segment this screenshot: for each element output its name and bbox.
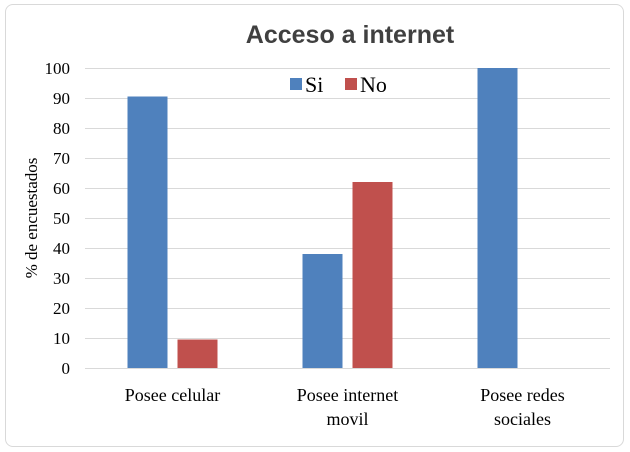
bar-si-3 [477, 68, 518, 368]
legend-label-no: No [360, 72, 387, 97]
category-label: Posee redes [480, 385, 564, 405]
y-axis-label: % de encuestados [22, 158, 41, 279]
y-tick-label: 50 [53, 209, 70, 228]
bar-si-1 [127, 96, 168, 368]
y-axis-ticks: 0 10 20 30 40 50 60 70 80 90 100 [45, 59, 71, 378]
category-labels: Posee celular Posee internet movil Posee re… [125, 385, 565, 429]
bar-si-2 [302, 254, 343, 368]
y-tick-label: 70 [53, 149, 70, 168]
y-tick-label: 90 [53, 89, 70, 108]
bar-no-1 [177, 339, 218, 368]
bar-no-2 [352, 182, 393, 368]
chart-title: Acceso a internet [246, 21, 455, 49]
legend: Si No [290, 72, 387, 97]
category-label: Posee celular [125, 385, 220, 405]
gridlines [85, 68, 610, 339]
y-tick-label: 0 [62, 359, 71, 378]
y-tick-label: 100 [45, 59, 71, 78]
y-tick-label: 20 [53, 299, 70, 318]
y-tick-label: 40 [53, 239, 70, 258]
category-label: Posee internet [297, 385, 398, 405]
y-tick-label: 30 [53, 269, 70, 288]
category-label: movil [326, 409, 368, 429]
category-label: sociales [494, 409, 551, 429]
legend-swatch-no [345, 78, 357, 90]
chart-frame [5, 4, 624, 447]
legend-swatch-si [290, 78, 302, 90]
bars [127, 68, 518, 368]
y-tick-label: 10 [53, 329, 70, 348]
legend-label-si: Si [305, 72, 323, 97]
y-tick-label: 80 [53, 119, 70, 138]
y-tick-label: 60 [53, 179, 70, 198]
